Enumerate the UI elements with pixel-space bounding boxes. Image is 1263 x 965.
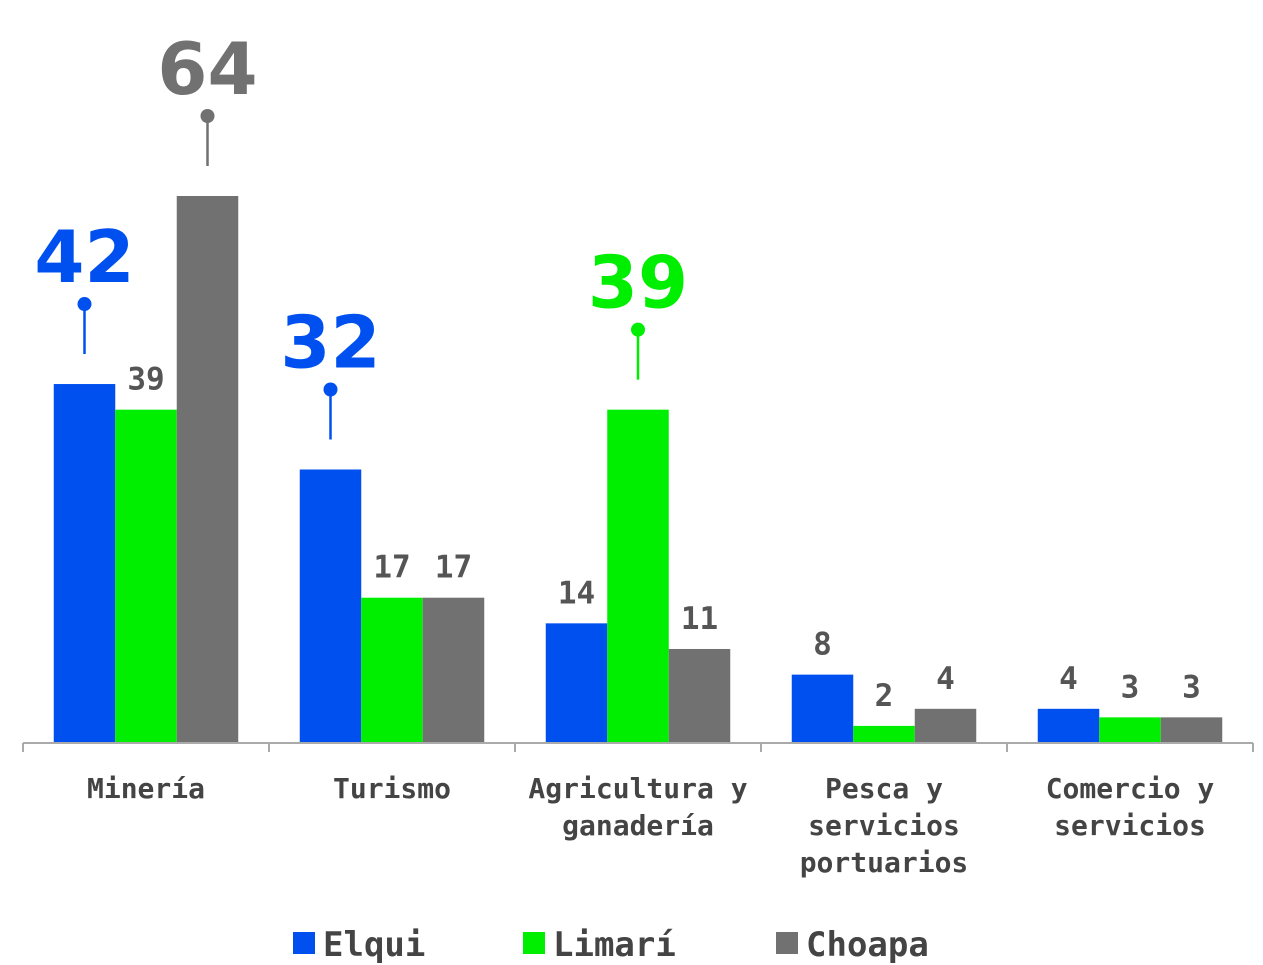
value-label-big: 64 (157, 27, 257, 111)
value-label-big: 42 (34, 215, 134, 299)
bar (914, 708, 977, 743)
x-tick-label: Minería (86, 772, 205, 805)
value-label-big: 39 (588, 241, 688, 325)
value-label: 17 (435, 550, 472, 586)
legend-label: Limarí (553, 925, 676, 965)
pin-dot (323, 382, 338, 397)
bar (361, 597, 423, 743)
bar (791, 674, 854, 743)
value-label: 11 (681, 601, 718, 637)
bar (1099, 717, 1161, 743)
pin-dot (77, 297, 92, 312)
value-label: 14 (558, 575, 595, 611)
value-label: 3 (1121, 669, 1140, 705)
x-tick-label: Pesca y servicios portuarios (799, 772, 969, 879)
bar (422, 597, 485, 743)
value-label: 4 (936, 661, 955, 697)
value-label: 8 (813, 627, 832, 663)
value-label: 2 (875, 678, 894, 714)
pin-dot (631, 322, 645, 337)
legend-label: Elqui (323, 925, 425, 965)
bar (176, 196, 239, 743)
bar (853, 725, 915, 743)
x-tick-label: Turismo (332, 772, 451, 805)
legend-swatch (523, 932, 545, 954)
legend-label: Choapa (806, 925, 929, 965)
bar (545, 623, 608, 743)
x-tick-label: Agricultura y ganadería (528, 772, 748, 842)
value-label: 4 (1059, 661, 1078, 697)
bar (607, 409, 669, 743)
pin-dot (200, 109, 215, 123)
bar (115, 409, 177, 743)
bar (668, 648, 731, 743)
legend-swatch (293, 932, 315, 954)
bar (299, 469, 362, 743)
value-label: 39 (127, 362, 164, 398)
x-tick-label: Comercio y servicios (1045, 772, 1215, 842)
bar (1160, 717, 1223, 743)
bar (53, 384, 116, 743)
bar (1037, 708, 1100, 743)
legend-swatch (776, 932, 798, 954)
value-label: 3 (1182, 669, 1201, 705)
value-label-big: 32 (280, 301, 380, 385)
value-label: 17 (373, 550, 410, 586)
